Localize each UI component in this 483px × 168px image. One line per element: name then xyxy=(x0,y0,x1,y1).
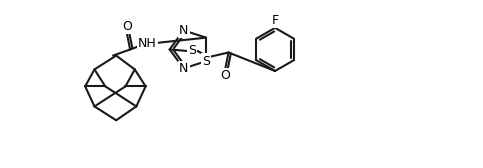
Text: S: S xyxy=(202,55,210,68)
Text: O: O xyxy=(122,20,132,33)
Text: NH: NH xyxy=(138,37,156,50)
Text: S: S xyxy=(188,45,196,57)
Text: O: O xyxy=(221,69,230,82)
Text: N: N xyxy=(179,24,188,37)
Text: F: F xyxy=(271,14,279,27)
Text: N: N xyxy=(179,62,188,75)
